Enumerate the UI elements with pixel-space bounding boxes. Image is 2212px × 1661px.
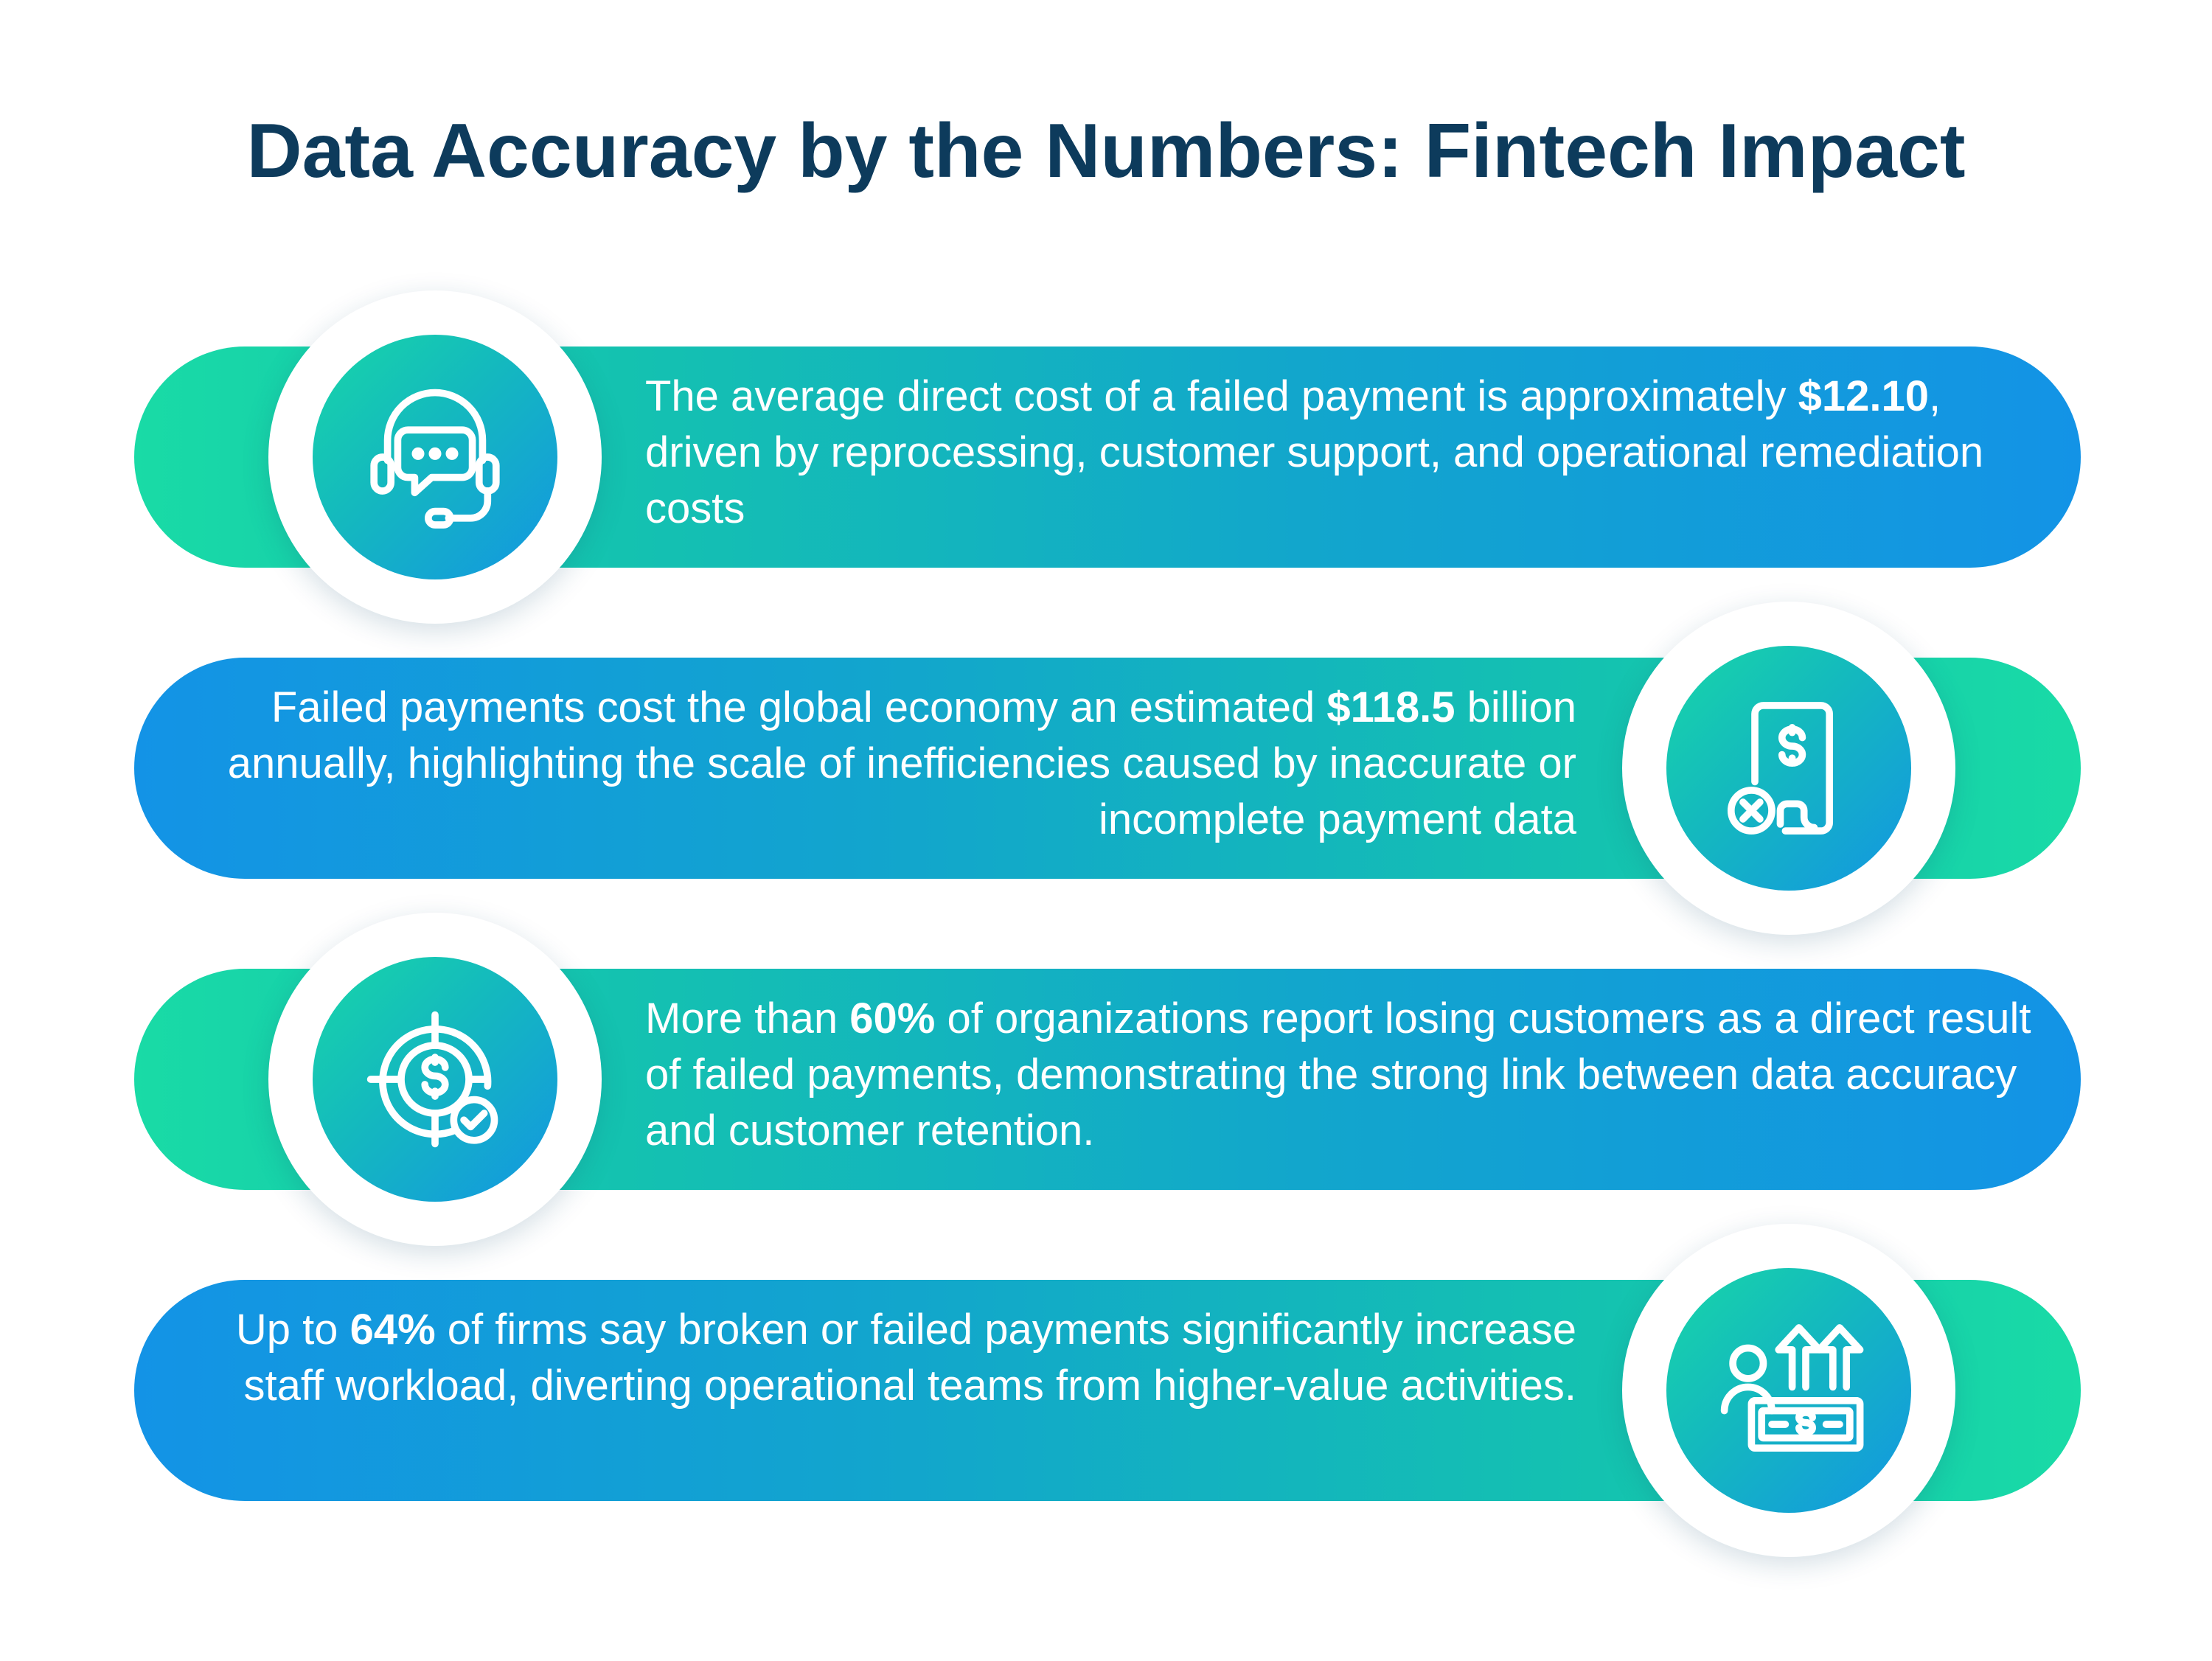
stat-text-1: The average direct cost of a failed paym… <box>645 372 1984 532</box>
stat-highlight-4: 64% <box>349 1306 436 1354</box>
stat-text-4: Up to 64% of firms say broken or failed … <box>235 1306 1576 1410</box>
headset-chat-icon <box>370 389 500 529</box>
staff-workload-icon <box>1720 1324 1864 1452</box>
stat-highlight-2: $118.5 <box>1326 683 1455 731</box>
stat-badge-4 <box>1622 1224 1955 1557</box>
stat-text-3: More than 60% of organizations report lo… <box>645 995 2031 1155</box>
stat-badge-3 <box>268 913 602 1246</box>
page-title: Data Accuracy by the Numbers: Fintech Im… <box>246 108 1966 194</box>
stat-badge-1 <box>268 290 602 624</box>
failed-invoice-icon <box>1727 702 1834 835</box>
stat-highlight-1: $12.10 <box>1798 372 1929 420</box>
stat-highlight-3: 60% <box>849 995 936 1042</box>
stat-text-2: Failed payments cost the global economy … <box>227 683 1576 843</box>
target-dollar-check-icon <box>366 1011 498 1148</box>
stat-badge-2 <box>1622 602 1955 935</box>
